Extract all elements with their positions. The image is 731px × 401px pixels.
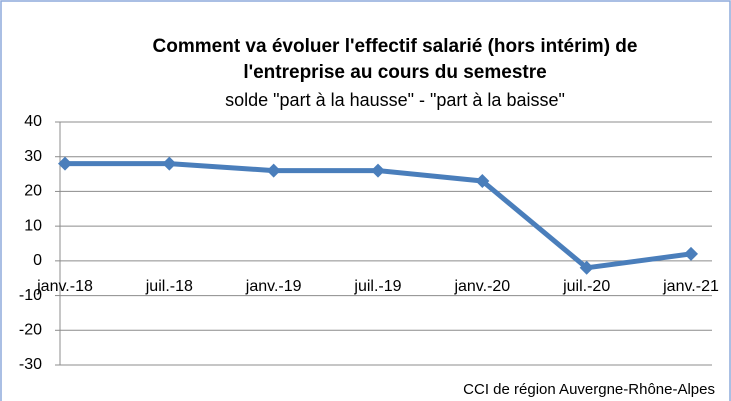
data-marker [475,174,490,189]
source-note: CCI de région Auvergne-Rhône-Alpes [463,381,715,398]
x-tick-label: juil.-20 [562,278,610,295]
chart-subtitle: solde "part à la hausse" - "part à la ba… [225,90,565,110]
data-marker [266,163,281,178]
data-marker [162,156,177,171]
y-tick-label: 10 [24,217,42,234]
data-marker [371,163,385,178]
y-tick-label: 0 [33,252,42,269]
y-tick-label: 30 [24,148,42,165]
x-tick-label: janv.-20 [453,278,510,295]
data-marker [579,260,594,275]
x-tick-label: juil.-19 [353,278,401,295]
x-tick-label: janv.-21 [662,278,719,295]
chart-title: l'entreprise au cours du semestre [243,62,546,83]
data-marker [58,156,72,171]
y-tick-label: -10 [19,287,42,304]
data-marker [684,246,698,261]
x-tick-label: janv.-18 [36,278,93,295]
y-tick-label: -30 [19,356,42,373]
chart-title: Comment va évoluer l'effectif salarié (h… [153,36,638,57]
y-tick-label: -20 [19,322,42,339]
y-tick-label: 40 [24,113,42,130]
x-tick-label: janv.-19 [245,278,302,295]
x-tick-label: juil.-18 [145,278,193,295]
y-tick-label: 20 [24,183,42,200]
